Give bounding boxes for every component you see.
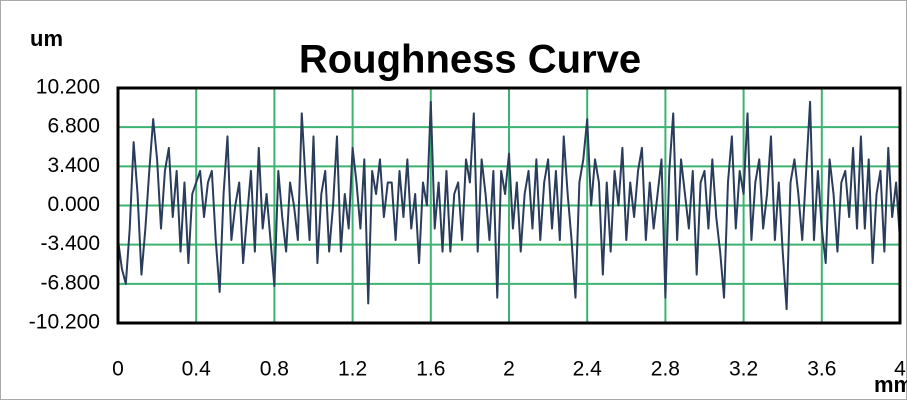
data-line (117, 100, 901, 311)
y-tick-label: -10.200 (29, 311, 100, 334)
x-tick-label: 2.8 (651, 358, 680, 381)
y-tick-label: 3.400 (47, 154, 100, 177)
x-tick-label: 2.4 (573, 358, 603, 381)
y-tick-label: -3.400 (40, 232, 100, 255)
y-axis-label: um (30, 26, 63, 51)
x-tick-label: 4 (894, 358, 906, 381)
x-tick-label: 0 (112, 358, 124, 381)
chart-title: Roughness Curve (299, 38, 641, 82)
plot-border (116, 86, 902, 325)
y-tick-label: 10.200 (36, 76, 100, 99)
y-tick-label: -6.800 (40, 271, 100, 294)
x-tick-label: 0.8 (260, 358, 289, 381)
x-tick-label: 3.6 (807, 358, 836, 381)
x-tick-label: 0.4 (182, 358, 212, 381)
x-tick-label: 3.2 (729, 358, 758, 381)
y-tick-label: 6.800 (47, 115, 100, 138)
x-axis-label: mm (874, 372, 907, 397)
x-tick-label: 1.2 (338, 358, 367, 381)
x-tick-label: 1.6 (416, 358, 445, 381)
x-tick-label: 2 (503, 358, 515, 381)
y-tick-label: 0.000 (47, 193, 100, 216)
